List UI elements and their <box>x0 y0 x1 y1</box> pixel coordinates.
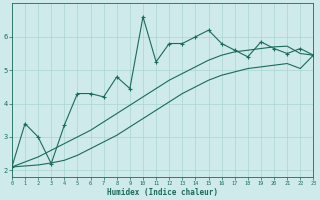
X-axis label: Humidex (Indice chaleur): Humidex (Indice chaleur) <box>107 188 218 197</box>
